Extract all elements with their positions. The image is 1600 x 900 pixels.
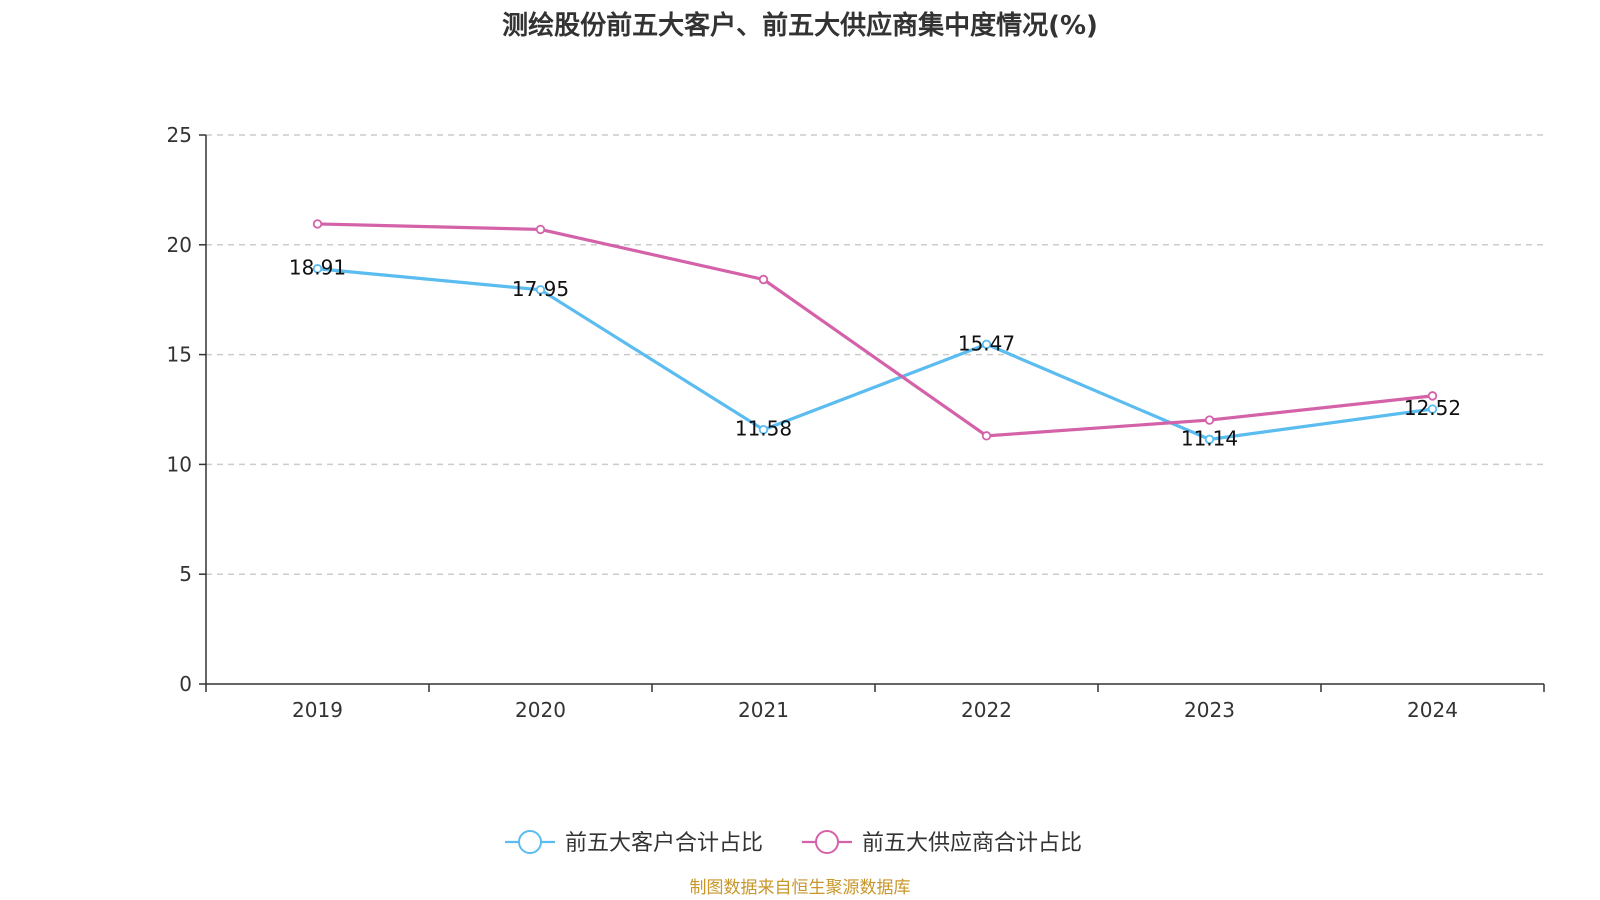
series-1-point-2021: [758, 274, 769, 285]
legend-marker-0: [518, 830, 542, 854]
y-tick-label-4: 20: [167, 233, 192, 257]
legend-label-0: 前五大客户合计占比: [565, 831, 763, 856]
series-1-point-2019: [312, 219, 323, 229]
series-line-0: [317, 267, 1433, 441]
series-0-data-label-2022: 15.47: [958, 331, 1015, 355]
series-1-point-2024: [1427, 391, 1438, 401]
y-tick-label-0: 0: [179, 672, 192, 696]
y-tick-label-2: 10: [167, 452, 192, 476]
series-0-point-2021: [758, 425, 769, 435]
series-0-data-label-2023: 11.14: [1181, 426, 1238, 450]
data-labels: 18.91 17.95 11.58 15.47 11.14 12.52: [289, 256, 1461, 451]
series-1-point-2022: [981, 431, 992, 441]
legend-marker-1: [815, 830, 839, 854]
legend-label-1: 前五大供应商合计占比: [862, 831, 1082, 856]
x-tick-label-2023: 2023: [1184, 698, 1235, 722]
source-note: 制图数据来自恒生聚源数据库: [690, 878, 911, 898]
grid-lines: [206, 134, 1544, 575]
series-0-point-2022: [981, 339, 992, 349]
legend: 前五大客户合计占比 前五大供应商合计占比: [505, 830, 1082, 856]
x-tick-label-2024: 2024: [1407, 698, 1458, 722]
series-1-point-2023: [1204, 415, 1215, 425]
y-tick-label-1: 5: [179, 562, 192, 586]
x-tick-label-2022: 2022: [961, 698, 1012, 722]
axes: 0 5 10 15 20 25 2019 2020 2021 2022 2023 2024: [167, 123, 1545, 722]
series-0-data-label-2020: 17.95: [512, 277, 569, 301]
series-0-point-2020: [535, 285, 546, 295]
series-0-point-2024: [1427, 404, 1438, 414]
y-tick-label-3: 15: [167, 343, 192, 367]
series-0-point-2023: [1204, 434, 1215, 445]
series-0-data-label-2021: 11.58: [735, 417, 792, 441]
series-0-data-label-2019: 18.91: [289, 256, 346, 280]
series-line-1: [317, 222, 1433, 438]
chart-title: 测绘股份前五大客户、前五大供应商集中度情况(%): [502, 10, 1098, 41]
x-tick-label-2021: 2021: [738, 698, 789, 722]
x-tick-label-2019: 2019: [292, 698, 343, 722]
series-lines: [312, 219, 1438, 445]
y-tick-label-5: 25: [167, 123, 192, 147]
series-0-data-label-2024: 12.52: [1404, 396, 1461, 420]
series-1-point-2020: [535, 224, 546, 235]
x-tick-label-2020: 2020: [515, 698, 566, 722]
series-0-point-2019: [312, 264, 323, 274]
